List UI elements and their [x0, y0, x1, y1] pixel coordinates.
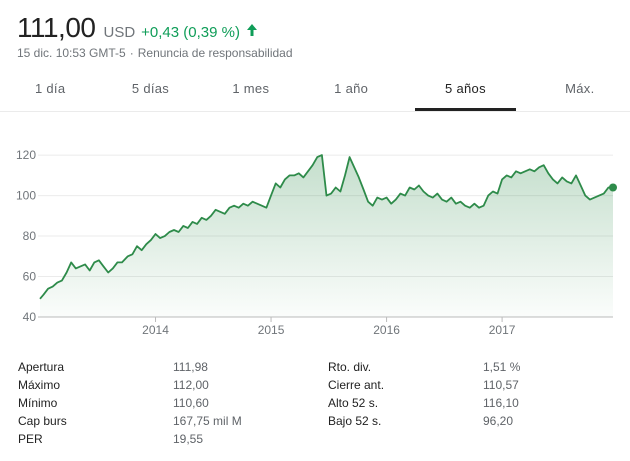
tab-1-year[interactable]: 1 año [334, 81, 369, 96]
price-chart[interactable]: 40 60 80 100 120 2014 2015 2016 2017 [0, 140, 630, 345]
tab-5-years[interactable]: 5 años [415, 70, 516, 111]
current-price: 111,00 [17, 12, 96, 43]
y-tick-label: 40 [23, 310, 37, 324]
price-line [39, 154, 613, 300]
currency-label: USD [103, 24, 136, 41]
stat-value-pe: 19,55 [173, 432, 204, 446]
stat-label-low: Mínimo [18, 396, 58, 410]
disclaimer-link[interactable]: Renuncia de responsabilidad [137, 46, 293, 60]
tab-5-days[interactable]: 5 días [131, 81, 170, 96]
stat-value-low: 110,60 [173, 396, 209, 410]
y-tick-label: 120 [16, 148, 36, 162]
stat-label-high: Máximo [18, 378, 61, 392]
quote-timestamp: 15 dic. 10:53 GMT-5 [17, 46, 126, 60]
range-tabs: 1 día 5 días 1 mes 1 año 5 años Máx. [0, 70, 630, 112]
price-change: +0,43 (0,39 %) [141, 24, 240, 41]
y-tick-label: 80 [23, 229, 37, 243]
stat-value-high: 112,00 [173, 378, 209, 392]
stats-table: Apertura 111,98 Rto. div. 1,51 % Máximo … [18, 358, 618, 448]
stat-label-market-cap: Cap burs [18, 414, 67, 428]
y-tick-label: 100 [16, 189, 36, 203]
stat-label-open: Apertura [18, 360, 65, 374]
stat-label-52w-high: Alto 52 s. [328, 396, 379, 410]
quote-header: 111,00 USD +0,43 (0,39 %) [17, 12, 258, 44]
tab-max[interactable]: Máx. [565, 81, 595, 96]
stat-value-open: 111,98 [173, 360, 208, 374]
stat-label-dividend: Rto. div. [328, 360, 372, 374]
up-arrow-icon [246, 24, 257, 36]
stat-value-52w-low: 96,20 [483, 414, 514, 428]
tab-1-month[interactable]: 1 mes [232, 81, 270, 96]
stats-row: Cap burs 167,75 mil M Bajo 52 s. 96,20 [18, 412, 618, 430]
stat-value-market-cap: 167,75 mil M [173, 414, 242, 428]
y-tick-label: 60 [23, 270, 37, 284]
stat-value-dividend: 1,51 % [483, 360, 521, 374]
stat-label-52w-low: Bajo 52 s. [328, 414, 382, 428]
x-tick-label: 2017 [489, 323, 516, 337]
price-area [40, 155, 613, 317]
x-tick-label: 2016 [373, 323, 400, 337]
stat-value-prev-close: 110,57 [483, 378, 519, 392]
quote-subline: 15 dic. 10:53 GMT-5 · Renuncia de responsa… [17, 46, 293, 60]
stat-label-prev-close: Cierre ant. [328, 378, 385, 392]
stats-row: Mínimo 110,60 Alto 52 s. 116,10 [18, 394, 618, 412]
stat-value-52w-high: 116,10 [483, 396, 519, 410]
last-price-point [609, 183, 617, 192]
x-tick-label: 2015 [258, 323, 285, 337]
x-tick-label: 2014 [142, 323, 169, 337]
stat-label-pe: PER [18, 432, 43, 446]
tab-1-day[interactable]: 1 día [34, 81, 66, 96]
stats-row: Máximo 112,00 Cierre ant. 110,57 [18, 376, 618, 394]
stats-row: Apertura 111,98 Rto. div. 1,51 % [18, 358, 618, 376]
separator: · [129, 46, 134, 60]
stats-row: PER 19,55 [18, 430, 618, 448]
